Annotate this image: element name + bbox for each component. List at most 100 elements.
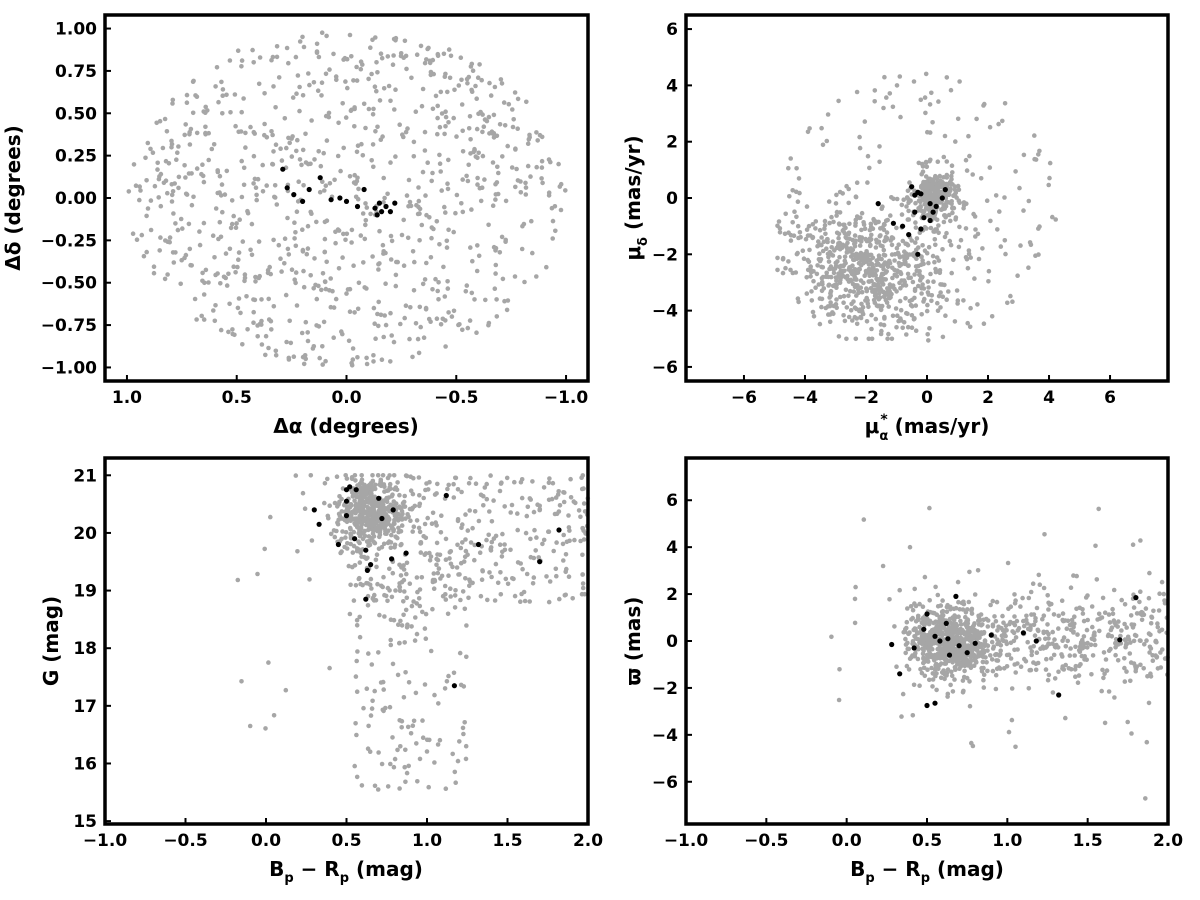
field-star-point — [417, 304, 423, 310]
field-star-point — [951, 205, 957, 211]
field-star-point — [284, 145, 289, 151]
field-star-point — [504, 307, 510, 313]
field-star-point — [231, 213, 236, 219]
field-star-point — [1143, 796, 1148, 801]
field-star-point — [392, 513, 398, 519]
field-star-point — [933, 619, 938, 624]
field-star-point — [889, 336, 895, 342]
field-star-point — [414, 518, 420, 523]
field-star-point — [154, 120, 159, 126]
field-star-point — [1146, 631, 1152, 636]
field-star-point — [300, 93, 306, 98]
field-star-point — [366, 651, 371, 656]
field-star-point — [206, 280, 211, 285]
field-star-point — [933, 266, 938, 272]
field-star-point — [1123, 638, 1128, 643]
field-star-point — [301, 44, 307, 50]
field-star-point — [344, 476, 350, 481]
field-star-point — [434, 562, 439, 568]
field-star-point — [429, 521, 435, 526]
field-star-point — [231, 264, 236, 270]
field-star-point — [442, 74, 448, 79]
field-star-point — [234, 221, 239, 226]
field-star-point — [455, 758, 461, 764]
field-star-point — [410, 491, 416, 497]
field-star-point — [928, 271, 933, 277]
member-star-point — [890, 220, 897, 226]
field-star-point — [865, 255, 870, 261]
field-star-point — [510, 107, 515, 112]
field-star-point — [274, 44, 280, 49]
field-star-point — [380, 473, 386, 478]
field-star-point — [300, 147, 306, 153]
field-star-point — [847, 288, 853, 294]
field-star-point — [251, 60, 256, 65]
field-star-point — [251, 297, 256, 302]
member-star-point — [311, 507, 317, 513]
field-star-point — [446, 47, 452, 52]
field-star-point — [869, 232, 874, 238]
field-star-point — [232, 92, 238, 97]
field-star-point — [323, 113, 329, 119]
field-star-point — [1142, 642, 1147, 647]
field-star-point — [482, 177, 487, 182]
field-star-point — [889, 242, 895, 248]
field-star-point — [358, 233, 364, 238]
field-star-point — [420, 718, 425, 723]
member-star-point — [1033, 638, 1039, 644]
field-star-point — [487, 570, 492, 575]
field-star-point — [435, 115, 440, 121]
field-star-point — [847, 221, 852, 227]
field-star-point — [810, 309, 816, 315]
member-star-point — [945, 636, 951, 642]
field-star-point — [390, 570, 396, 576]
field-star-point — [434, 540, 440, 546]
field-star-point — [269, 129, 274, 134]
field-star-point — [389, 238, 395, 244]
field-star-point — [881, 247, 887, 253]
field-star-point — [992, 614, 997, 619]
field-star-point — [492, 286, 498, 292]
field-star-point — [321, 150, 327, 156]
field-star-point — [854, 321, 860, 327]
field-star-point — [819, 296, 825, 302]
field-star-point — [813, 285, 818, 291]
field-star-point — [211, 142, 217, 147]
field-star-point — [997, 209, 1002, 214]
field-star-point — [137, 197, 142, 203]
field-star-point — [1073, 663, 1079, 669]
field-star-point — [445, 89, 450, 95]
field-star-point — [854, 251, 859, 257]
field-star-point — [916, 630, 922, 635]
y-tick-label: 0 — [666, 189, 678, 209]
field-star-point — [564, 566, 569, 572]
field-star-point — [834, 192, 839, 198]
field-star-point — [854, 89, 860, 95]
field-star-point — [933, 173, 938, 179]
field-star-point — [931, 658, 937, 663]
field-star-point — [1013, 670, 1018, 675]
field-star-point — [316, 149, 322, 154]
field-star-point — [549, 205, 555, 211]
field-star-point — [1111, 587, 1117, 593]
field-star-point — [401, 263, 407, 269]
field-star-point — [998, 648, 1003, 653]
field-star-point — [442, 294, 448, 299]
field-star-point — [369, 71, 374, 77]
field-star-point — [529, 218, 534, 224]
field-star-point — [911, 682, 917, 688]
field-star-point — [898, 286, 903, 291]
field-star-point — [385, 598, 390, 604]
field-star-point — [279, 158, 285, 163]
field-star-point — [1099, 688, 1104, 694]
field-star-point — [398, 618, 403, 624]
field-star-point — [970, 653, 975, 659]
field-star-point — [787, 194, 792, 199]
field-star-point — [194, 130, 200, 136]
member-star-point — [1117, 637, 1123, 643]
field-star-point — [1030, 581, 1036, 586]
field-star-point — [296, 179, 302, 184]
field-star-point — [162, 116, 168, 122]
field-star-point — [544, 574, 549, 579]
field-star-point — [491, 498, 496, 503]
